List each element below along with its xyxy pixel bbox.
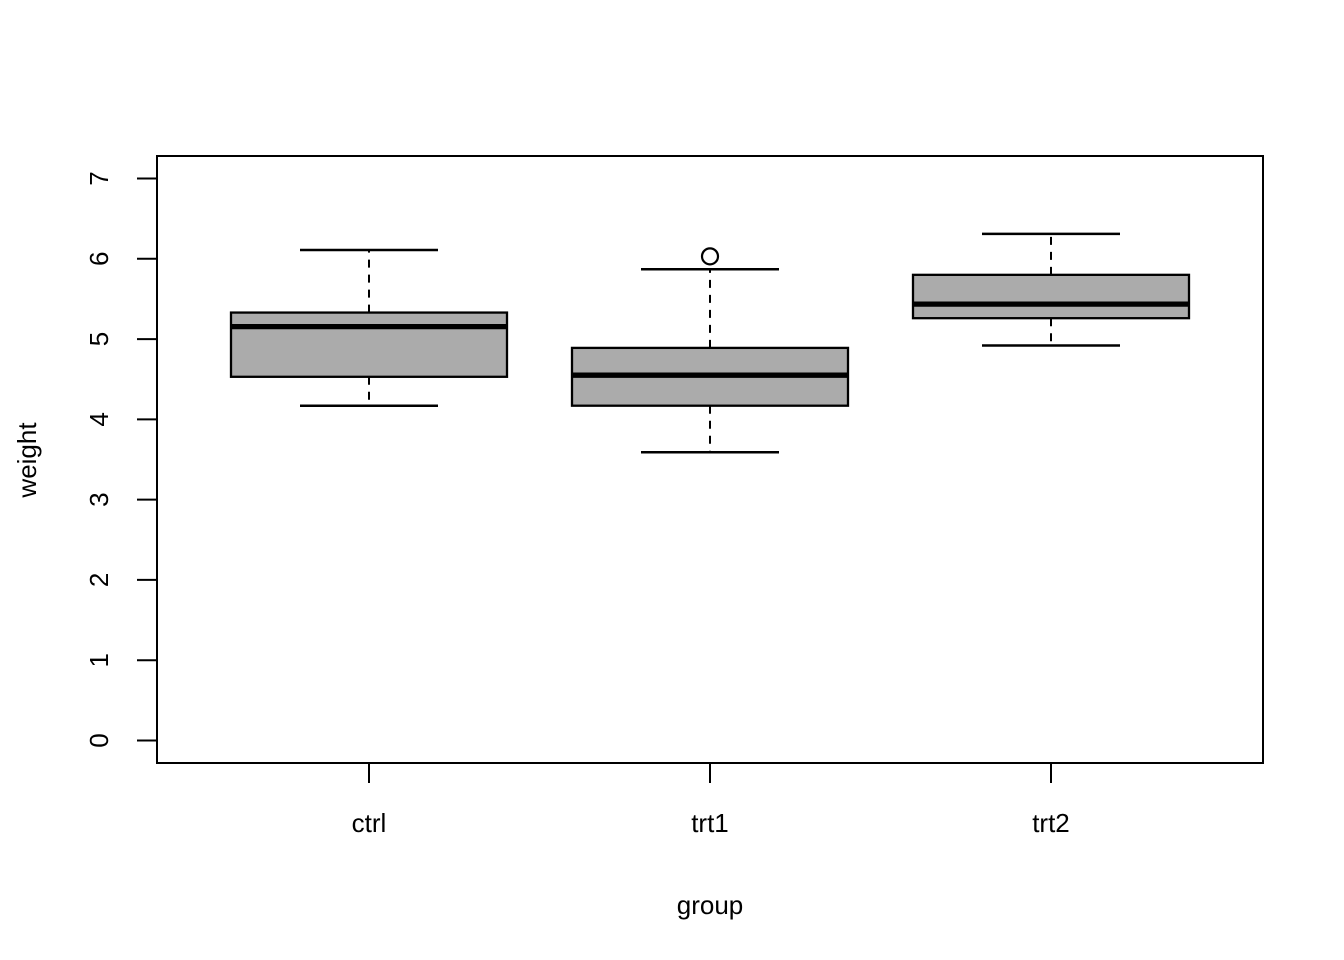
y-axis-tick-label-5: 5 bbox=[84, 332, 114, 346]
outlier-point-trt1-0 bbox=[700, 247, 720, 266]
plot-frame bbox=[156, 155, 1264, 764]
x-axis-category-label-ctrl: ctrl bbox=[352, 808, 387, 838]
y-axis-tick-label-1: 1 bbox=[84, 653, 114, 667]
y-axis-tick-label-0: 0 bbox=[84, 733, 114, 747]
boxplot-box-trt2 bbox=[911, 273, 1191, 320]
y-axis-tick-label-4: 4 bbox=[84, 412, 114, 426]
y-axis-tick-label-2: 2 bbox=[84, 573, 114, 587]
boxplot-box-ctrl bbox=[229, 311, 509, 378]
x-axis-category-label-trt1: trt1 bbox=[691, 808, 729, 838]
x-axis-title: group bbox=[677, 890, 744, 920]
y-axis-tick-label-3: 3 bbox=[84, 492, 114, 506]
y-axis-tick-label-6: 6 bbox=[84, 252, 114, 266]
x-axis-category-label-trt2: trt2 bbox=[1032, 808, 1070, 838]
y-axis-title: weight bbox=[12, 422, 42, 499]
y-axis-tick-label-7: 7 bbox=[84, 171, 114, 185]
boxplot-generated-layer: 0 1 2 3 4 5 6 7 ctrl trt1 trt2 bbox=[84, 155, 1264, 838]
